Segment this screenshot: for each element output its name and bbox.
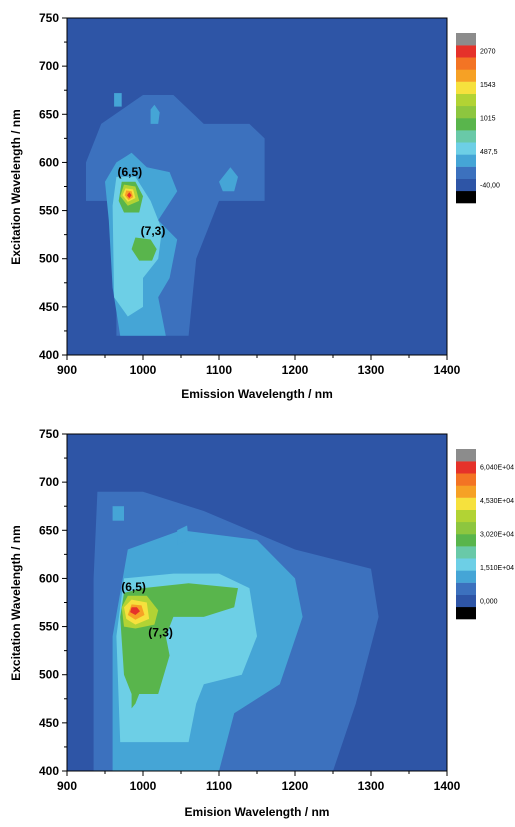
top-colorbar-label: 2070 [480,49,496,56]
bottom-colorbar-step [456,582,476,595]
bottom-colorbar-step [456,461,476,474]
bottom-x-tick-label: 900 [57,779,77,793]
top-colorbar-step [456,57,476,70]
top-colorbar-step [456,81,476,94]
top-colorbar-step [456,69,476,82]
bottom-contour-level-8 [130,607,140,615]
bottom-x-tick-label: 1100 [206,779,232,793]
top-colorbar-step [456,105,476,119]
bottom-x-tick-label: 1400 [434,779,461,793]
bottom-colorbar-step [456,509,476,523]
bottom-colorbar-step [456,449,476,462]
top-contour-level-2 [219,167,238,192]
top-colorbar-step [456,93,476,107]
bottom-colorbar-step [456,485,476,498]
bottom-x-tick-label: 1300 [358,779,385,793]
bottom-colorbar-label: 6,040E+04 [480,465,514,472]
top-peak-labels: (6,5) (7,3) [117,165,165,238]
bottom-contour-level-2 [177,525,189,545]
top-colorbar-step [456,33,476,46]
top-x-tick-label: 1000 [130,363,157,377]
bottom-axis-ticks: 900 1000 1100 1200 1300 1400 400 450 500 550 600 65… [39,427,461,793]
bottom-colorbar-label: 3,020E+04 [480,532,514,539]
bottom-colorbar-step [456,473,476,486]
bottom-y-tick-label: 500 [39,668,59,682]
top-colorbar-step [456,118,476,131]
bottom-colorbar-step [456,558,476,571]
top-colorbar-step [456,142,476,155]
bottom-contour-regions [93,491,379,771]
bottom-x-axis-title: Emision Wavelength / nm [185,805,330,819]
top-peak-label: (6,5) [117,165,142,179]
top-y-tick-label: 450 [39,300,59,314]
top-y-tick-label: 600 [39,155,59,169]
bottom-colorbar-step [456,546,476,559]
top-contour-level-8 [127,192,132,199]
bottom-colorbar-step [456,594,476,608]
top-y-axis-title: Excitation Wavelength / nm [9,109,23,265]
bottom-colorbar-step [456,534,476,547]
bottom-y-tick-label: 400 [39,764,59,778]
top-y-tick-label: 550 [39,204,59,218]
bottom-colorbar-label: 4,530E+04 [480,498,514,505]
top-colorbar-label: 1543 [480,82,496,89]
top-colorbar-label: 1015 [480,116,496,123]
top-x-tick-label: 1100 [206,363,232,377]
bottom-peak-label: (7,3) [148,626,173,640]
bottom-contour-chart: 900 1000 1100 1200 1300 1400 400 450 500 550 600 65… [9,427,514,819]
bottom-y-tick-label: 600 [39,571,59,585]
top-colorbar-step [456,178,476,192]
top-x-tick-label: 1200 [282,363,309,377]
top-peak-label: (7,3) [141,224,166,238]
bottom-colorbar-step [456,521,476,535]
bottom-y-axis-title: Excitation Wavelength / nm [9,525,23,681]
bottom-peak-label: (6,5) [121,580,146,594]
top-x-tick-label: 1400 [434,363,461,377]
top-y-tick-label: 500 [39,252,59,266]
bottom-y-tick-label: 650 [39,523,59,537]
top-colorbar-label: 487,5 [480,149,498,156]
bottom-y-tick-label: 550 [39,620,59,634]
bottom-colorbar: 6,040E+04 4,530E+04 3,020E+04 1,510E+04 0,00… [456,449,514,620]
bottom-contour-level-2 [112,506,124,521]
top-y-tick-label: 650 [39,107,59,121]
top-contour-level-2 [114,93,122,107]
bottom-y-tick-label: 700 [39,475,59,489]
bottom-contour-level-4 [131,694,140,709]
top-colorbar-step [456,154,476,167]
top-colorbar-step [456,190,476,204]
top-colorbar-step [456,130,476,143]
top-x-tick-label: 900 [57,363,77,377]
top-colorbar: 2070 1543 1015 487,5 -40,00 [456,33,500,204]
top-y-tick-label: 400 [39,348,59,362]
bottom-colorbar-label: 0,000 [480,598,498,605]
top-colorbar-step [456,166,476,179]
bottom-colorbar-step [456,606,476,620]
top-colorbar-label: -40,00 [480,182,500,189]
top-contour-level-2 [150,104,160,124]
top-x-axis-title: Emission Wavelength / nm [181,387,333,401]
top-y-tick-label: 750 [39,11,59,25]
top-contour-level-4 [131,237,157,261]
bottom-colorbar-step [456,570,476,583]
top-x-tick-label: 1300 [358,363,385,377]
top-contour-chart: 900 1000 1100 1200 1300 1400 400 450 500 550 600 65… [9,11,500,401]
bottom-colorbar-step [456,497,476,510]
bottom-y-tick-label: 450 [39,716,59,730]
bottom-x-tick-label: 1200 [282,779,309,793]
bottom-colorbar-label: 1,510E+04 [480,565,514,572]
top-contour-regions [86,93,265,336]
top-y-tick-label: 700 [39,59,59,73]
top-axis-ticks: 900 1000 1100 1200 1300 1400 400 450 500 550 600 65… [39,11,461,377]
bottom-peak-labels: (6,5) (7,3) [121,580,173,639]
bottom-y-tick-label: 750 [39,427,59,441]
top-colorbar-step [456,45,476,58]
bottom-x-tick-label: 1000 [130,779,157,793]
